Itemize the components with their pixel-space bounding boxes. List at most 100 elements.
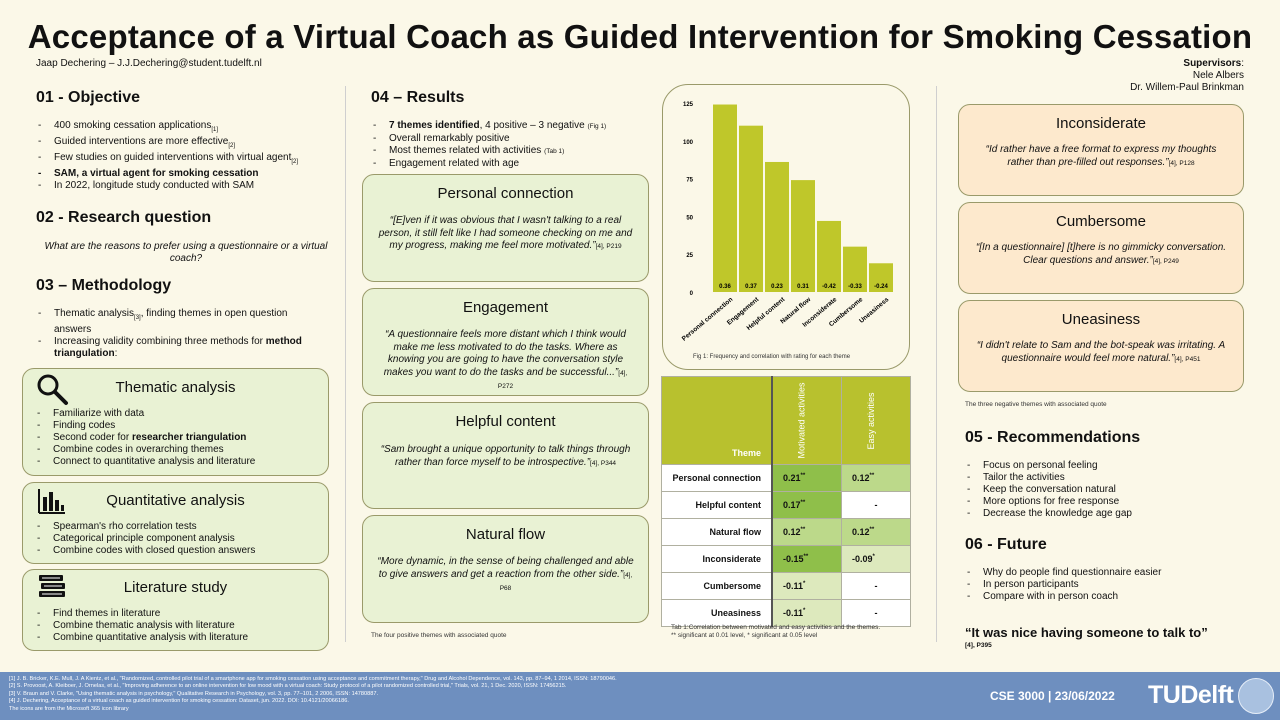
quantitative-analysis-list: Spearman's rho correlation tests Categor… (35, 521, 320, 557)
theme-card-natural-flow: Natural flow “More dynamic, in the sense… (362, 515, 649, 623)
magnifier-icon (37, 374, 68, 405)
list-item: Spearman's rho correlation tests (35, 521, 320, 533)
list-item: SAM, a virtual agent for smoking cessati… (36, 168, 306, 180)
theme-title: Personal connection (437, 185, 574, 202)
supervisor-name: Nele Albers (1192, 70, 1244, 81)
y-tick-label: 100 (683, 140, 694, 146)
chart-caption: Fig 1: Frequency and correlation with ra… (693, 354, 851, 360)
theme-quote: “A questionnaire feels more distant whic… (383, 329, 628, 390)
table-cell-easy: -0.09* (841, 545, 911, 573)
recommendations-heading: 05 - Recommendations (965, 429, 1141, 446)
list-item: Combine thematic analysis with literatur… (35, 620, 320, 632)
theme-card-engagement: Engagement “A questionnaire feels more d… (362, 288, 649, 396)
list-item: Categorical principle component analysis (35, 533, 320, 545)
reference-item: [2] S. Provoost, A. Kleiboer, J. Ornelas… (9, 683, 567, 690)
objective-list: 400 smoking cessation applications[1] Gu… (36, 120, 306, 192)
y-tick-label: 50 (686, 215, 693, 221)
closing-quote-ref: [4], P395 (965, 642, 992, 649)
bar-data-label: 0.37 (745, 284, 757, 290)
bar-data-label: -0.33 (848, 284, 862, 290)
table-cell-easy: 0.12** (841, 464, 911, 492)
theme-quote: “More dynamic, in the sense of being cha… (377, 556, 634, 592)
theme-title: Helpful content (455, 413, 556, 430)
list-item: 400 smoking cessation applications[1] (36, 120, 306, 136)
quantitative-analysis-box: Quantitative analysis Spearman's rho cor… (22, 482, 329, 564)
positive-themes-caption: The four positive themes with associated… (371, 632, 507, 639)
table-cell-motivated: 0.17** (771, 491, 842, 519)
research-question-text: What are the reasons to prefer using a q… (44, 241, 328, 264)
list-item: Few studies on guided interventions with… (36, 152, 306, 168)
negative-themes-caption: The three negative themes with associate… (965, 401, 1107, 408)
y-tick-label: 125 (683, 102, 694, 108)
table-caption: Tab 1:Correlation between motivated and … (671, 624, 881, 639)
chart-bar (765, 161, 789, 292)
list-item: Compare with in person coach (965, 591, 1245, 603)
bar-data-label: 0.36 (719, 284, 731, 290)
reference-item: The icons are from the Microsoft 365 ico… (9, 705, 129, 712)
theme-title: Engagement (462, 299, 549, 316)
reference-item: [3] V. Braun and V. Clarke, "Using thema… (9, 690, 379, 697)
table-cell-motivated: 0.21** (771, 464, 842, 492)
theme-title: Uneasiness (1061, 311, 1141, 328)
thematic-analysis-title: Thematic analysis (115, 379, 236, 396)
literature-study-list: Find themes in literature Combine themat… (35, 608, 320, 644)
table-cell-theme: Personal connection (661, 464, 773, 492)
results-list: 7 themes identified, 4 positive – 3 nega… (371, 120, 656, 170)
table-row: Cumbersome -0.11* - (661, 572, 911, 600)
faculty-seal-logo (1238, 678, 1274, 714)
table-cell-easy: 0.12** (841, 518, 911, 546)
chart-bar (843, 246, 867, 292)
list-item: Decrease the knowledge age gap (965, 508, 1245, 520)
list-item: Finding codes (35, 420, 320, 432)
list-item: More options for free response (965, 496, 1245, 508)
bar-data-label: 0.31 (797, 284, 809, 290)
literature-study-box: Literature study Find themes in literatu… (22, 569, 329, 651)
supervisors-label: Supervisors (1183, 58, 1242, 69)
list-item: Increasing validity combining three meth… (36, 336, 306, 360)
table-cell-theme: Cumbersome (661, 572, 773, 600)
table-cell-theme: Helpful content (661, 491, 773, 519)
list-item: Tailor the activities (965, 472, 1245, 484)
table-cell-theme: Natural flow (661, 518, 773, 546)
research-question-heading: 02 - Research question (36, 209, 212, 226)
chart-bar (739, 125, 763, 293)
table-header-motivated: Motivated activities (771, 376, 842, 465)
future-heading: 06 - Future (965, 536, 1047, 553)
list-item: Familiarize with data (35, 408, 320, 420)
frequency-chart-card: 0 25 50 75 100 125 0.36 Personal connection 0.37… (662, 84, 910, 370)
list-item: Overall remarkably positive (371, 133, 656, 145)
table-row: Personal connection 0.21** 0.12** (661, 464, 911, 492)
theme-quote: “[E]ven if it was obvious that I wasn't … (378, 215, 633, 251)
supervisors: Supervisors: Nele Albers Dr. Willem-Paul… (1130, 58, 1244, 93)
list-item: In 2022, longitude study conducted with … (36, 180, 306, 192)
chart-bar (713, 104, 737, 293)
list-item: In person participants (965, 579, 1245, 591)
theme-card-personal-connection: Personal connection “[E]ven if it was ob… (362, 174, 649, 282)
thematic-analysis-box: Thematic analysis Familiarize with data … (22, 368, 329, 476)
future-list: Why do people find questionnaire easier … (965, 567, 1245, 603)
table-header-theme: Theme (661, 376, 773, 465)
footer: [1] J. B. Bricker, K.E. Mull, J. A Kient… (0, 672, 1280, 720)
objective-heading: 01 - Objective (36, 89, 141, 106)
reference-item: [4] J. Dechering, Acceptance of a virtua… (9, 698, 349, 705)
tudelft-logo: TUDelft (1148, 681, 1234, 709)
list-item: Combine codes in overarching themes (35, 444, 320, 456)
table-row: Natural flow 0.12** 0.12** (661, 518, 911, 546)
list-item: Combine quantitative analysis with liter… (35, 632, 320, 644)
list-item: Combine codes with closed question answe… (35, 545, 320, 557)
poster-title: Acceptance of a Virtual Coach as Guided … (27, 18, 1253, 55)
list-item: 7 themes identified, 4 positive – 3 nega… (371, 120, 656, 133)
list-item: Keep the conversation natural (965, 484, 1245, 496)
thematic-analysis-list: Familiarize with data Finding codes Seco… (35, 408, 320, 468)
list-item: Guided interventions are more effective[… (36, 136, 306, 152)
author-line: Jaap Dechering – J.J.Dechering@student.t… (36, 58, 262, 69)
list-item: Second coder for researcher triangulatio… (35, 432, 320, 444)
y-tick-label: 75 (686, 178, 693, 184)
table-cell-theme: Inconsiderate (661, 545, 773, 573)
list-item: Connect to quantitative analysis and lit… (35, 456, 320, 468)
books-icon (39, 575, 65, 597)
theme-quote: “I didn't relate to Sam and the bot-spea… (976, 340, 1226, 364)
references: [1] J. B. Bricker, K.E. Mull, J. A Kient… (9, 676, 909, 713)
theme-card-helpful-content: Helpful content “Sam brought a unique op… (362, 402, 649, 509)
table-row: Uneasiness -0.11* - (661, 599, 911, 627)
